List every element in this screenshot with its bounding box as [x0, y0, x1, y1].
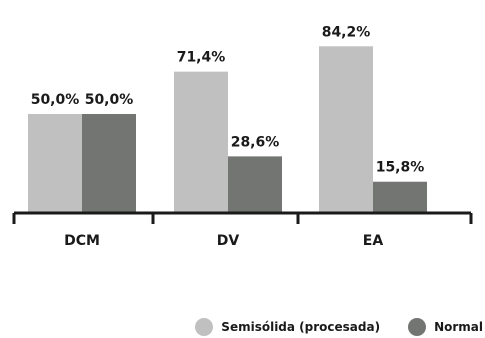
- x-axis-ticks: [12, 213, 473, 224]
- bar-ea-semisolida: [319, 46, 373, 214]
- bar-dcm-normal: [82, 114, 136, 213]
- value-label-dcm-semisolida: 50,0%: [31, 92, 80, 108]
- category-label-ea: EA: [363, 233, 384, 249]
- legend-swatch-semisolida: [195, 318, 214, 336]
- legend-item-semisolida: Semisólida (procesada): [195, 318, 380, 336]
- bars-group: [28, 46, 427, 214]
- legend-swatch-normal: [408, 318, 427, 336]
- value-label-dcm-normal: 50,0%: [85, 92, 134, 108]
- value-label-dv-semisolida: 71,4%: [177, 50, 226, 66]
- legend: Semisólida (procesada) Normal: [0, 316, 485, 338]
- bar-dv-semisolida: [174, 71, 228, 214]
- value-labels-group: 50,0% 50,0% 71,4% 28,6% 84,2% 15,8%: [31, 24, 425, 175]
- value-label-dv-normal: 28,6%: [231, 134, 280, 150]
- value-label-ea-semisolida: 84,2%: [322, 24, 371, 40]
- legend-item-normal: Normal: [408, 318, 483, 336]
- legend-label-semisolida: Semisólida (procesada): [221, 320, 381, 334]
- bar-dv-normal: [228, 156, 282, 213]
- legend-label-normal: Normal: [434, 320, 483, 334]
- category-label-dcm: DCM: [64, 233, 100, 249]
- value-label-ea-normal: 15,8%: [376, 160, 425, 176]
- bar-ea-normal: [373, 181, 427, 213]
- category-labels-group: DCM DV EA: [64, 233, 383, 249]
- bar-dcm-semisolida: [28, 114, 82, 213]
- bar-chart: 50,0% 50,0% 71,4% 28,6% 84,2% 15,8% DCM DV EA: [12, 24, 473, 249]
- category-label-dv: DV: [217, 233, 240, 249]
